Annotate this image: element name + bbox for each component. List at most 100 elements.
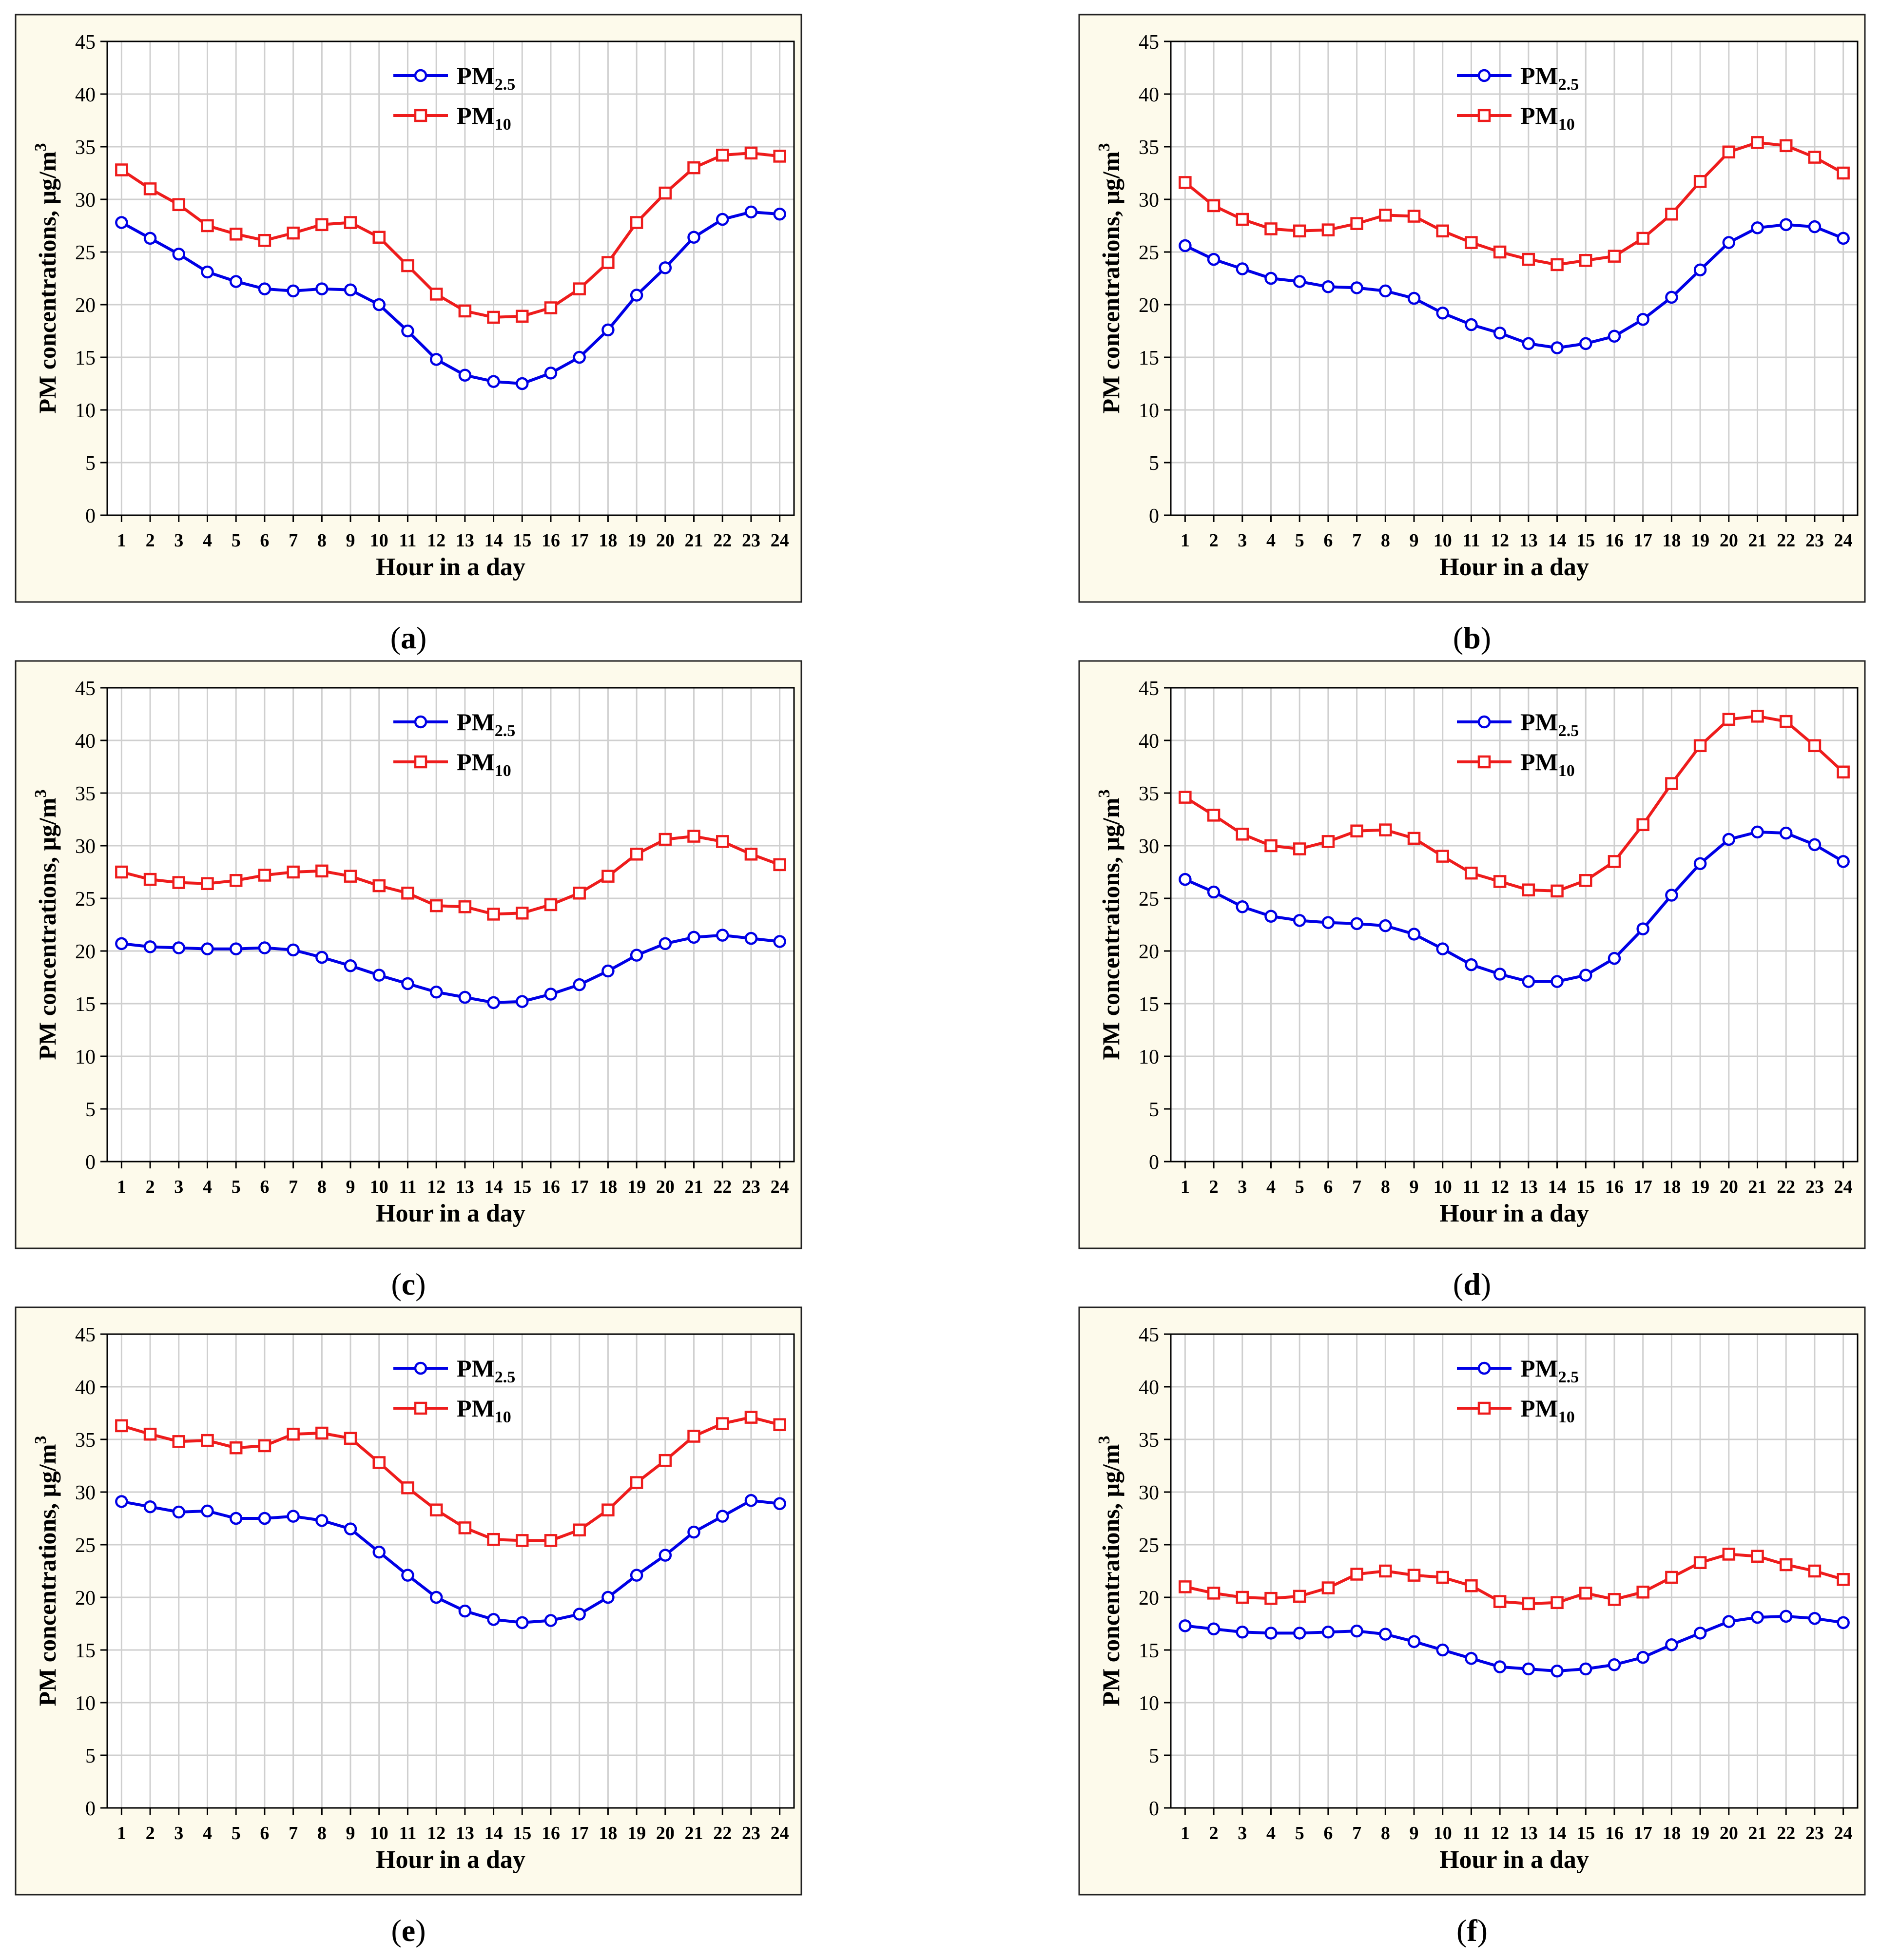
legend-label-a: PM10 (457, 102, 511, 134)
point-pm10-f (1751, 1550, 1764, 1563)
y-axis-title-sup-f: 3 (1095, 1436, 1113, 1444)
x-tick-label-e: 10 (370, 1823, 388, 1844)
point-pm25-e (344, 1522, 357, 1535)
point-pm25-d (1407, 928, 1421, 941)
point-pm25-d (1264, 910, 1278, 923)
point-pm25-f (1722, 1615, 1736, 1628)
x-tick-label-a: 5 (232, 530, 241, 551)
y-tick-label-c: 45 (75, 678, 96, 700)
y-tick-label-b: 5 (1149, 452, 1159, 475)
legend-label-base-b: PM (1520, 102, 1558, 129)
point-pm25-d (1693, 857, 1707, 870)
point-pm25-d (1665, 889, 1678, 902)
point-pm25-a (458, 369, 472, 382)
legend-label-d: PM2.5 (1520, 708, 1579, 740)
point-pm25-b (1837, 232, 1850, 245)
point-pm25-d (1722, 833, 1736, 846)
point-pm25-a (401, 324, 414, 338)
point-pm10-b (1179, 176, 1192, 189)
y-tick-label-a: 35 (75, 136, 96, 159)
point-pm10-e (516, 1534, 529, 1547)
point-pm10-f (1608, 1593, 1621, 1606)
legend-label-sub-f: 2.5 (1558, 1368, 1579, 1386)
point-pm25-d (1436, 942, 1449, 955)
y-tick-label-c: 15 (75, 993, 96, 1016)
point-pm25-a (143, 232, 157, 245)
point-pm25-b (1608, 330, 1621, 343)
x-tick-label-c: 2 (146, 1177, 155, 1197)
point-pm10-a (143, 182, 157, 195)
point-pm10-d (1407, 832, 1421, 845)
point-pm10-f (1407, 1569, 1421, 1582)
y-tick-label-a: 40 (75, 84, 96, 106)
panel-caption-d: (d) (1453, 1267, 1491, 1301)
point-pm10-d (1579, 874, 1592, 887)
x-tick-label-c: 5 (232, 1177, 241, 1197)
point-pm10-e (143, 1427, 157, 1441)
x-tick-label-e: 15 (513, 1823, 531, 1844)
x-tick-label-d: 1 (1181, 1177, 1190, 1197)
point-pm10-d (1436, 850, 1449, 863)
point-pm10-e (172, 1435, 186, 1448)
point-pm10-e (687, 1430, 700, 1443)
legend-label-b: PM2.5 (1520, 62, 1579, 94)
legend-label-sub-e: 10 (495, 1408, 511, 1426)
point-pm25-e (630, 1569, 643, 1582)
point-pm25-c (687, 931, 700, 944)
x-tick-label-b: 7 (1352, 530, 1361, 551)
legend-entry-25-a: PM2.5 (393, 62, 515, 94)
point-pm25-e (687, 1525, 700, 1539)
plot-area-d (1171, 688, 1858, 1162)
point-pm10-a (687, 161, 700, 175)
point-pm10-d (1179, 791, 1192, 804)
point-pm25-e (201, 1504, 214, 1518)
point-pm25-f (1837, 1616, 1850, 1630)
x-tick-label-d: 2 (1209, 1177, 1219, 1197)
x-tick-label-a: 11 (399, 530, 416, 551)
point-pm10-b (1693, 175, 1707, 188)
x-axis-title-d: Hour in a day (1439, 1200, 1589, 1227)
point-pm25-c (773, 935, 786, 948)
point-pm10-d (1293, 842, 1306, 855)
point-pm10-c (487, 908, 500, 921)
point-pm25-c (201, 942, 214, 955)
x-tick-label-a: 10 (370, 530, 388, 551)
point-pm25-c (143, 940, 157, 953)
y-axis-title-main-a: PM concentrations, μg/m (34, 152, 61, 414)
point-pm25-e (372, 1545, 386, 1559)
legend-label-e: PM2.5 (457, 1355, 515, 1386)
x-tick-label-f: 12 (1491, 1823, 1509, 1844)
point-pm10-a (429, 288, 443, 301)
x-tick-label-b: 24 (1834, 530, 1853, 551)
point-pm25-e (601, 1591, 615, 1604)
x-tick-label-a: 14 (485, 530, 503, 551)
point-pm10-a (258, 233, 271, 247)
x-tick-label-f: 6 (1323, 1823, 1333, 1844)
point-pm10-b (1264, 222, 1278, 235)
point-pm10-d (1551, 884, 1564, 898)
x-tick-label-f: 11 (1462, 1823, 1480, 1844)
point-pm25-d (1321, 916, 1335, 929)
point-pm25-c (315, 951, 329, 964)
legend-entry-10-e: PM10 (393, 1395, 511, 1426)
point-pm10-c (287, 865, 300, 879)
caption-close-paren: ) (415, 1267, 426, 1301)
x-tick-label-f: 5 (1295, 1823, 1304, 1844)
point-pm10-a (344, 216, 357, 229)
y-tick-label-c: 25 (75, 888, 96, 911)
x-tick-label-e: 23 (742, 1823, 760, 1844)
point-pm10-b (1579, 254, 1592, 267)
point-pm10-e (458, 1521, 472, 1534)
legend-marker-e (414, 1361, 427, 1375)
x-tick-label-a: 6 (260, 530, 269, 551)
point-pm10-d (1465, 866, 1478, 880)
y-tick-label-c: 10 (75, 1046, 96, 1068)
x-tick-label-c: 4 (203, 1177, 212, 1197)
point-pm10-c (429, 899, 443, 912)
legend-marker-c (414, 755, 427, 769)
point-pm10-b (1436, 224, 1449, 238)
y-axis-title-sup-c: 3 (32, 790, 50, 798)
